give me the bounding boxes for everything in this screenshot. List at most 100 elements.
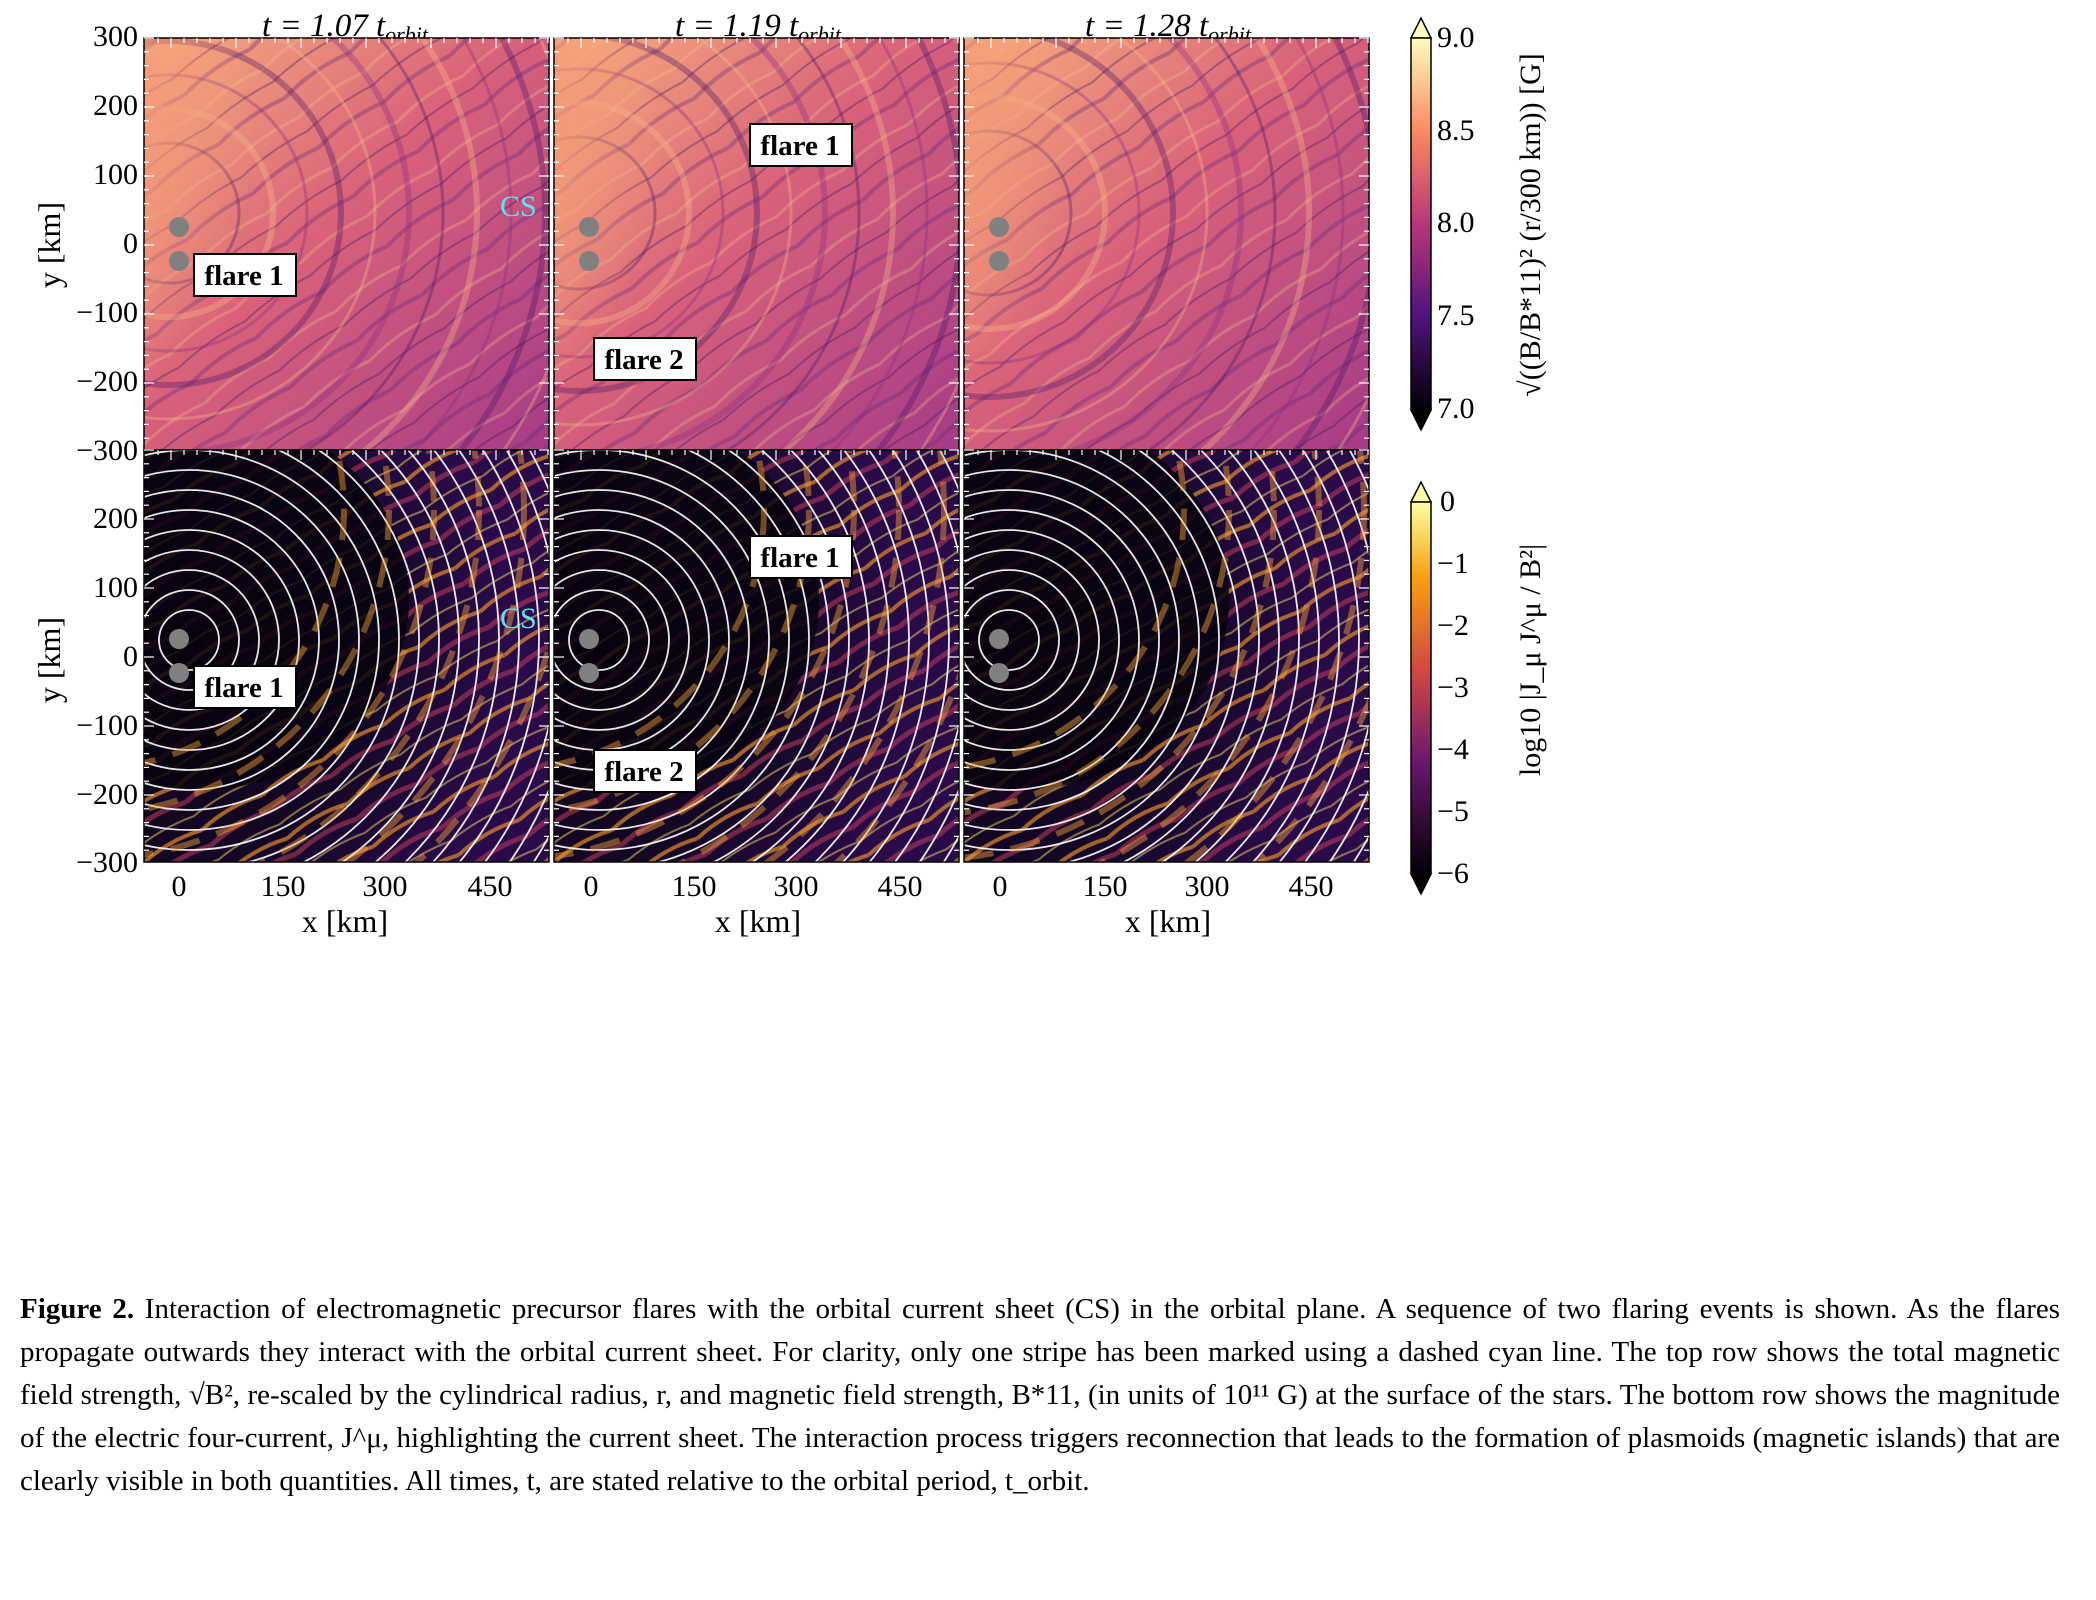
streamline <box>784 450 890 862</box>
cb-top-label: √((B/B*11)² (r/300 km)) [G] <box>1514 53 1547 396</box>
streamline <box>431 450 520 862</box>
x-tick: 300 <box>1185 870 1230 903</box>
x-tick: 0 <box>172 870 187 903</box>
neutron-star <box>579 251 599 271</box>
svg-text:flare 1: flare 1 <box>760 130 839 162</box>
streamline <box>245 450 420 862</box>
neutron-star <box>169 217 189 237</box>
cb-bot-tick: −1 <box>1437 547 1469 580</box>
neutron-star <box>169 629 189 649</box>
flare-annotation: flare 1 <box>749 123 853 167</box>
y-tick: −300 <box>76 434 138 467</box>
y-tick: −100 <box>76 296 138 329</box>
streamline <box>554 589 650 691</box>
x-tick: 150 <box>1083 870 1128 903</box>
panel-current-1: CS flare 1 <box>143 449 550 865</box>
streamline <box>158 609 220 671</box>
x-tick: 300 <box>363 870 408 903</box>
streamline <box>964 509 1140 771</box>
y-tick: 100 <box>93 571 138 604</box>
cs-label: CS <box>500 190 537 223</box>
x-axis-ticks: 0 150 300 450 0 150 300 450 0 150 300 45… <box>172 870 1334 903</box>
streamline <box>554 450 790 831</box>
svg-text:flare 1: flare 1 <box>204 672 283 704</box>
neutron-star <box>579 217 599 237</box>
x-tick: 450 <box>878 870 923 903</box>
neutron-star <box>169 663 189 683</box>
neutron-star <box>989 251 1009 271</box>
neutron-star <box>989 663 1009 683</box>
streamline <box>1224 450 1320 862</box>
streamline <box>964 549 1100 731</box>
x-tick: 150 <box>261 870 306 903</box>
streamline <box>144 469 360 811</box>
x-tick: 450 <box>468 870 513 903</box>
x-axis-labels: x [km] x [km] x [km] <box>302 903 1211 939</box>
streamline <box>964 589 1060 691</box>
y-tick: −100 <box>76 709 138 742</box>
neutron-star <box>579 663 599 683</box>
caption-text: Interaction of electromagnetic precursor… <box>20 1293 2061 1497</box>
streamline <box>144 450 380 831</box>
panel-field-2: flare 1 flare 2 <box>553 37 960 453</box>
cb-bot-tick: −6 <box>1437 857 1469 890</box>
neutron-star <box>169 251 189 271</box>
x-axis-label: x [km] <box>715 903 801 939</box>
panel-field-3 <box>963 37 1370 453</box>
streamline <box>964 469 1180 811</box>
streamline <box>1121 450 1260 862</box>
flare-annotation: flare 1 <box>193 665 297 709</box>
streamline <box>868 450 950 862</box>
streamline <box>144 569 260 711</box>
y-axis-labels: y [km] y [km] <box>31 202 67 703</box>
y-tick: 100 <box>93 158 138 191</box>
streamline <box>750 450 870 862</box>
svg-text:flare 1: flare 1 <box>760 542 839 574</box>
cb-top-tick: 7.0 <box>1437 392 1475 425</box>
panel-current-2: flare 1 flare 2 <box>553 449 960 865</box>
y-tick: −300 <box>76 846 138 879</box>
cb-bot-tick: −3 <box>1437 671 1469 704</box>
streamline <box>841 450 930 862</box>
panel-field-1: CS flare 1 <box>143 37 550 453</box>
streamline <box>340 450 460 862</box>
streamline <box>374 450 480 862</box>
x-tick: 0 <box>584 870 599 903</box>
colorbar-top: 9.0 8.5 8.0 7.5 7.0 √((B/B*11)² (r/300 k… <box>1409 16 1547 432</box>
y-tick: 200 <box>93 502 138 535</box>
streamline <box>144 450 400 851</box>
streamline <box>655 450 830 862</box>
figure-caption: Figure 2. Interaction of electromagnetic… <box>20 1288 2060 1503</box>
streamline <box>964 489 1160 791</box>
streamline <box>964 450 1220 851</box>
svg-text:flare 1: flare 1 <box>204 260 283 292</box>
cb-bot-tick: −4 <box>1437 733 1469 766</box>
streamline <box>1278 450 1360 862</box>
streamline <box>301 450 440 862</box>
x-tick: 450 <box>1289 870 1334 903</box>
streamline <box>1160 450 1280 862</box>
x-axis-label: x [km] <box>1125 903 1211 939</box>
flare-annotation: flare 2 <box>593 749 697 793</box>
streamline <box>144 589 240 691</box>
figure-2: t = 1.07 torbit t = 1.19 torbit t = 1.28… <box>31 8 1547 939</box>
streamline <box>964 529 1120 751</box>
cb-bot-tick: 0 <box>1440 485 1455 518</box>
cs-label: CS <box>500 602 537 635</box>
streamline <box>1251 450 1340 862</box>
streamline <box>554 450 810 851</box>
neutron-star <box>989 629 1009 649</box>
cb-top-tick: 7.5 <box>1437 299 1475 332</box>
streamline <box>964 569 1080 711</box>
flare-annotation: flare 1 <box>749 535 853 579</box>
streamline <box>978 609 1040 671</box>
streamline <box>144 529 300 751</box>
colorbar-bottom: 0 −1 −2 −3 −4 −5 −6 log10 |J_μ J^μ / B²| <box>1409 480 1547 896</box>
neutron-star <box>579 629 599 649</box>
y-axis-label-top: y [km] <box>31 202 67 288</box>
streamline <box>1194 450 1300 862</box>
y-tick: 0 <box>123 640 138 673</box>
x-axis-label: x [km] <box>302 903 388 939</box>
cb-bot-label: log10 |J_μ J^μ / B²| <box>1514 544 1547 776</box>
streamline <box>404 450 500 862</box>
